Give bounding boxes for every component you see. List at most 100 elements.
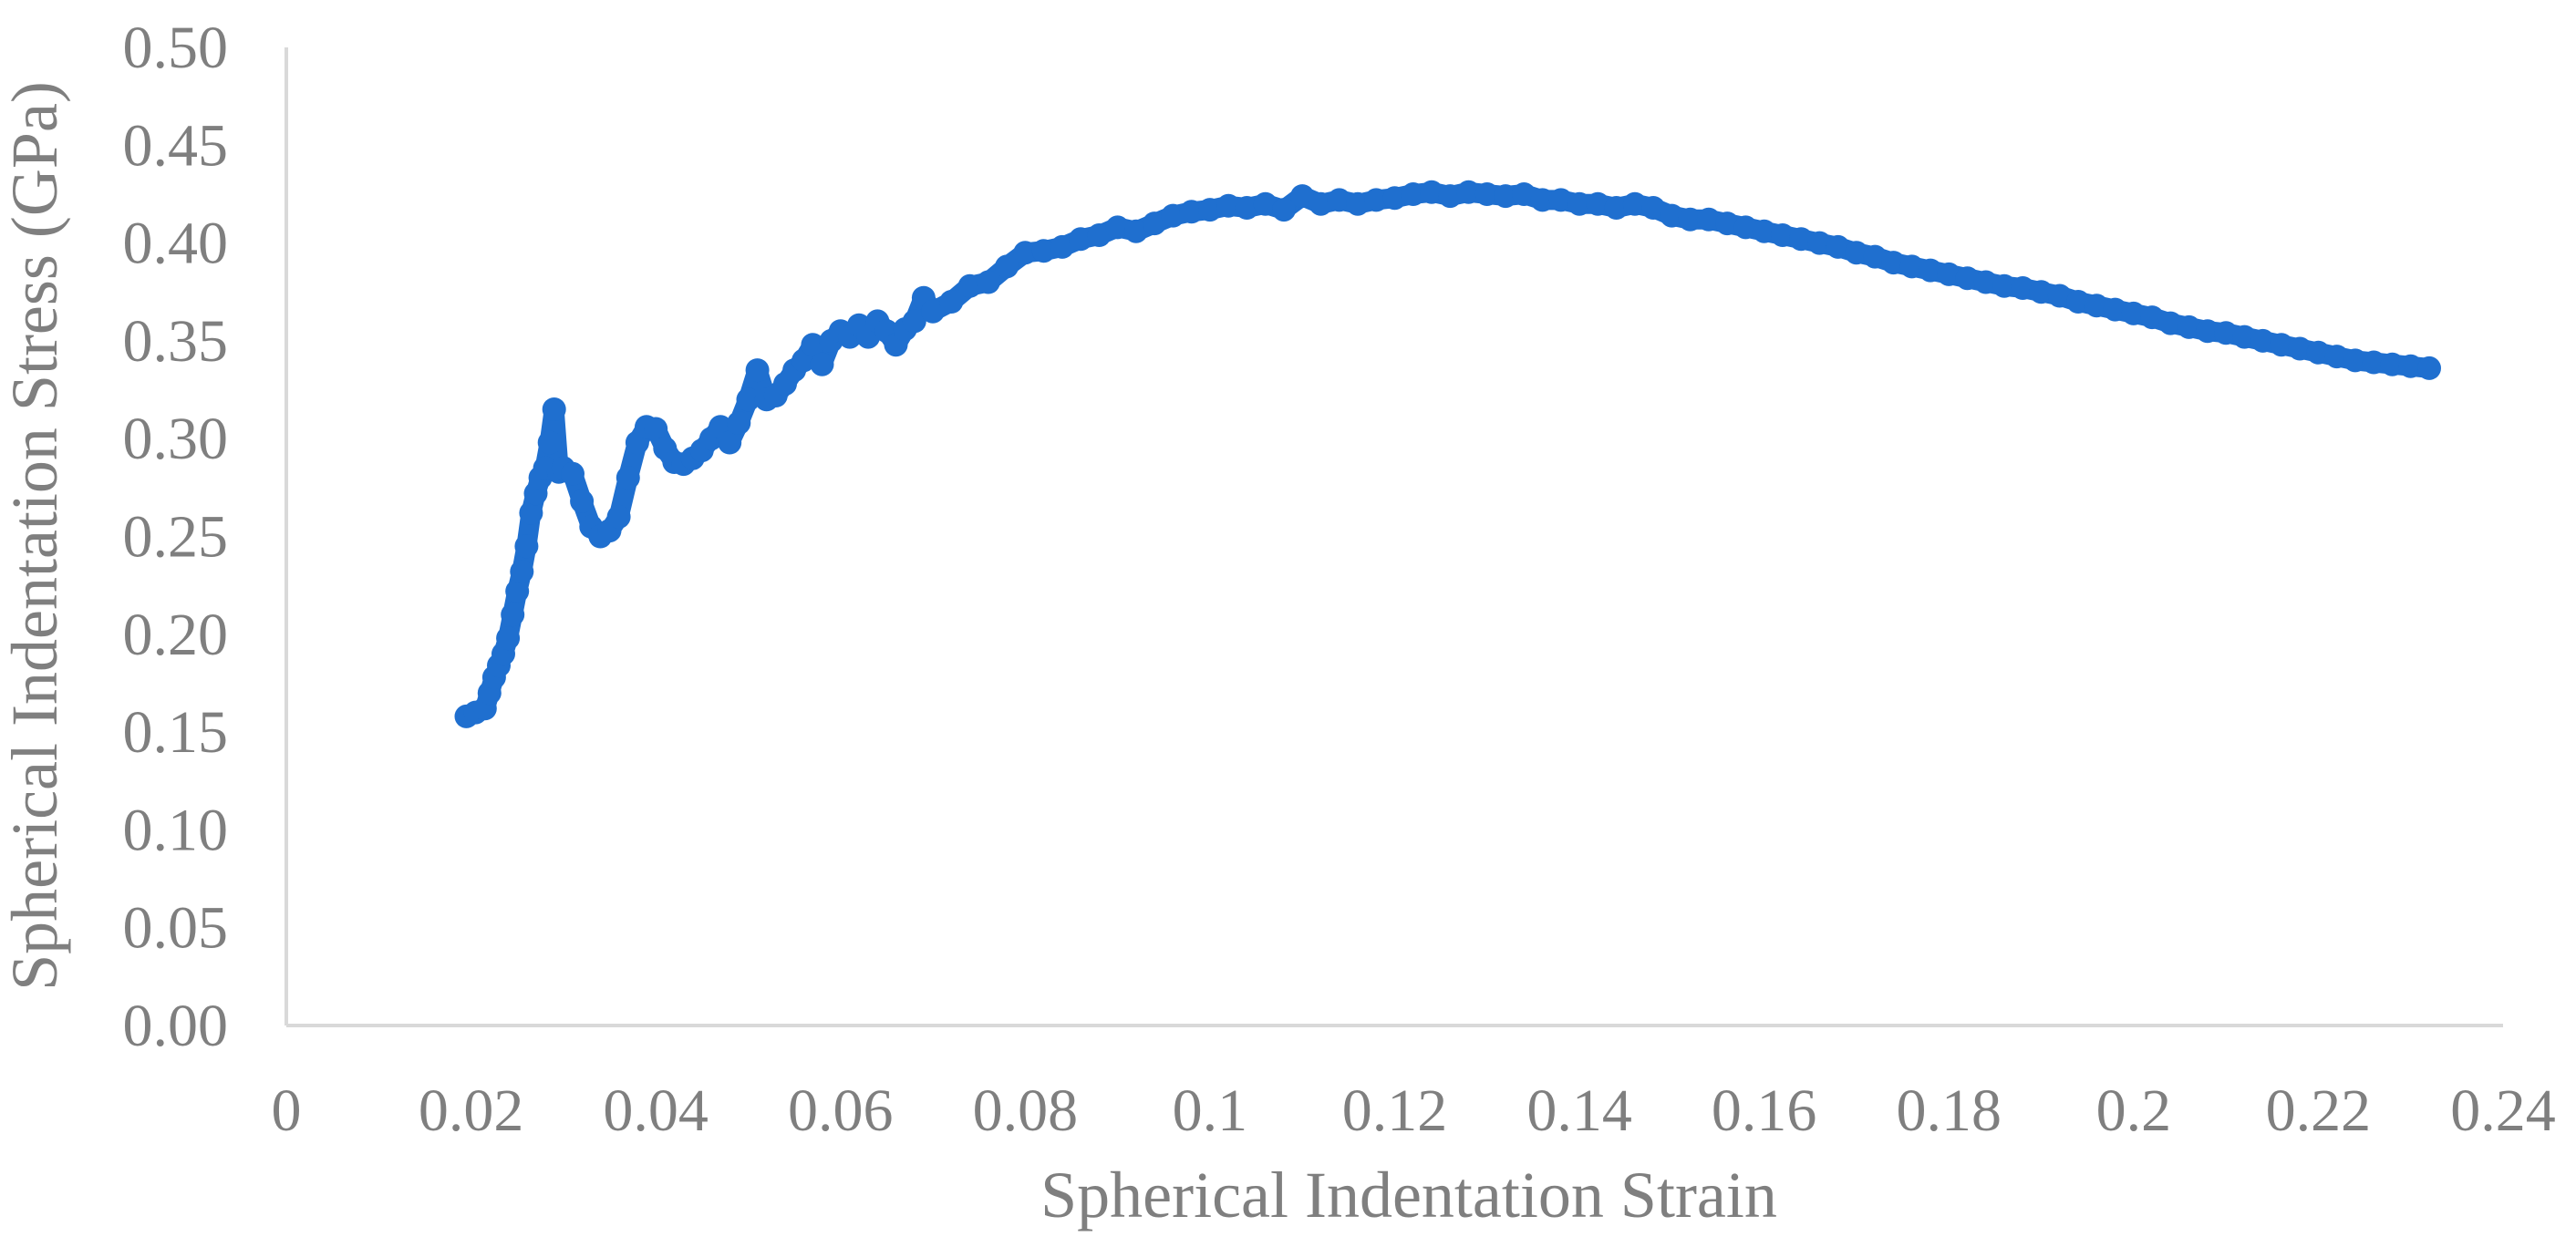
data-point — [1013, 241, 1038, 265]
data-point — [1567, 191, 1592, 216]
series-line-group — [456, 181, 2439, 727]
data-point — [957, 273, 982, 298]
data-point — [1382, 186, 1407, 211]
data-point — [1031, 239, 1056, 263]
data-point — [1899, 254, 1924, 279]
data-point — [1660, 203, 1684, 228]
data-point — [2362, 350, 2386, 375]
data-point — [1364, 188, 1389, 212]
x-tick-label: 0.16 — [1712, 1077, 1817, 1144]
data-point — [939, 290, 964, 314]
data-point — [1770, 223, 1795, 247]
data-point — [2047, 283, 2072, 308]
data-point — [1752, 219, 1776, 243]
data-point — [810, 352, 834, 376]
data-point — [1715, 211, 1740, 236]
data-point — [1290, 184, 1315, 209]
y-tick-label: 0.50 — [123, 15, 229, 81]
data-point — [902, 309, 926, 334]
x-tick-label: 0.08 — [973, 1077, 1079, 1144]
y-tick-label: 0.15 — [123, 699, 229, 766]
data-point — [1197, 198, 1222, 222]
data-point — [1622, 191, 1647, 216]
x-tick-label: 0.04 — [603, 1077, 709, 1144]
data-point — [561, 461, 585, 486]
data-point — [1733, 215, 1758, 240]
data-point — [2158, 311, 2183, 335]
data-point — [510, 560, 534, 584]
data-point — [505, 579, 530, 603]
data-point — [2177, 314, 2201, 339]
data-point — [542, 397, 566, 421]
y-tick-label: 0.10 — [123, 797, 229, 863]
data-point — [2324, 345, 2349, 369]
x-tick-label: 0.14 — [1526, 1077, 1632, 1144]
x-tick-label: 0.24 — [2450, 1077, 2556, 1144]
data-point — [1474, 182, 1499, 206]
data-point — [745, 358, 770, 383]
x-tick-labels: 0 0.02 0.04 0.06 0.08 0.1 0.12 0.14 0.16 0.18 0.2 0… — [272, 1077, 2556, 1144]
x-tick-label: 0.2 — [2096, 1077, 2172, 1144]
data-point — [616, 466, 640, 490]
data-point — [1548, 188, 1573, 212]
data-point — [1401, 182, 1425, 206]
data-point — [1456, 180, 1481, 204]
data-point — [1253, 191, 1278, 216]
data-point — [2214, 321, 2239, 345]
data-point — [1992, 273, 2016, 298]
data-point — [801, 333, 825, 357]
data-point — [1937, 262, 1961, 286]
y-tick-label: 0.40 — [123, 211, 229, 277]
data-point — [514, 534, 539, 559]
data-point — [2085, 294, 2109, 318]
y-tick-labels: 0.00 0.05 0.10 0.15 0.20 0.25 0.30 0.35 0.40 0.45… — [123, 15, 229, 1059]
data-point — [1105, 215, 1130, 240]
data-point — [2066, 290, 2091, 314]
y-tick-label: 0.25 — [123, 504, 229, 571]
data-point — [1973, 270, 1998, 294]
data-point — [1143, 211, 1167, 236]
x-tick-label: 0.22 — [2266, 1077, 2372, 1144]
data-point — [2306, 340, 2331, 365]
data-point — [1696, 207, 1721, 232]
data-point — [718, 430, 742, 455]
data-point — [1438, 184, 1463, 209]
data-point — [519, 500, 543, 525]
data-point — [2232, 325, 2257, 349]
data-point — [1604, 196, 1629, 220]
y-tick-label: 0.35 — [123, 308, 229, 375]
data-point — [1641, 196, 1666, 220]
y-tick-label: 0.20 — [123, 602, 229, 668]
x-tick-label: 0 — [272, 1077, 302, 1144]
x-tick-label: 0.1 — [1173, 1077, 1248, 1144]
data-point — [2343, 348, 2367, 373]
data-point — [2195, 319, 2219, 344]
y-axis-title-group: Spherical Indentation Stress (GPa) — [0, 81, 71, 991]
x-tick-label: 0.12 — [1342, 1077, 1448, 1144]
data-point — [1346, 191, 1370, 216]
data-point — [1123, 219, 1148, 243]
data-point — [1586, 191, 1610, 216]
y-tick-label: 0.30 — [123, 406, 229, 472]
data-point — [1494, 184, 1518, 209]
data-point — [995, 254, 1019, 279]
data-point — [1235, 196, 1259, 220]
x-tick-label: 0.18 — [1897, 1077, 2002, 1144]
data-point — [1955, 266, 1980, 291]
data-point — [1216, 193, 1241, 218]
data-point — [1069, 227, 1093, 252]
series-line — [456, 181, 2439, 727]
data-point — [1161, 203, 1185, 228]
data-points — [454, 180, 2441, 728]
data-point — [1919, 258, 1942, 283]
data-point — [2029, 280, 2054, 304]
data-point — [1050, 234, 1074, 259]
y-tick-label: 0.00 — [123, 993, 229, 1059]
data-point — [1789, 227, 1814, 252]
data-point — [2250, 328, 2275, 353]
data-point — [1087, 223, 1112, 247]
data-point — [1179, 200, 1204, 224]
data-point — [1678, 207, 1702, 232]
x-axis-title: Spherical Indentation Strain — [1040, 1159, 1777, 1232]
data-point — [1309, 191, 1333, 216]
